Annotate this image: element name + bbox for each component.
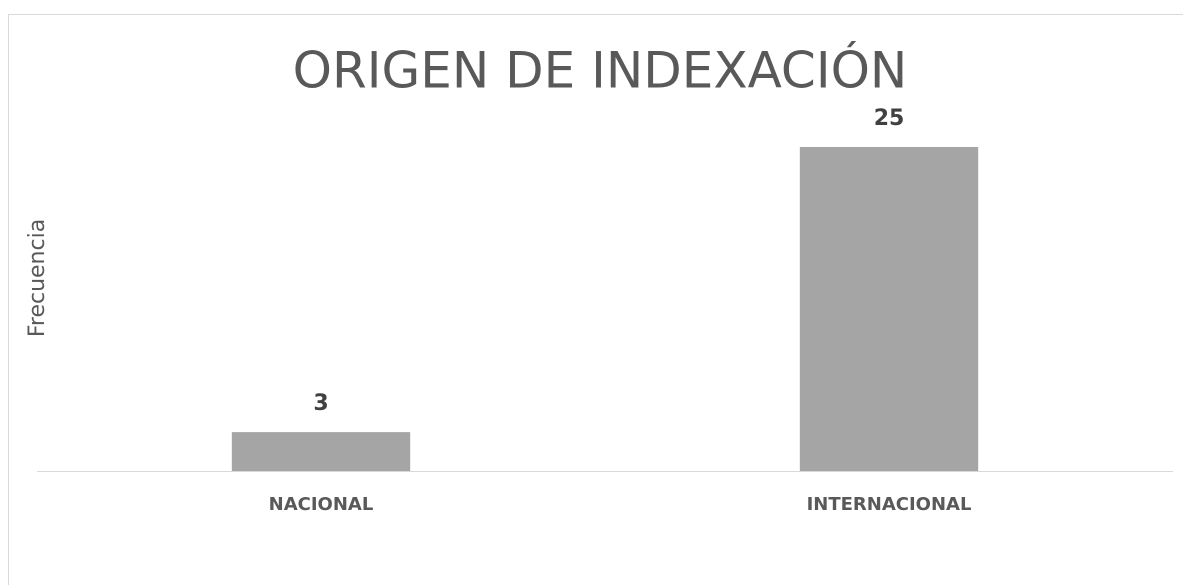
bar — [231, 432, 411, 471]
bar — [799, 147, 979, 471]
x-tick-label: INTERNACIONAL — [807, 494, 972, 515]
x-tick-label: NACIONAL — [269, 494, 374, 515]
data-label: 3 — [313, 391, 328, 416]
y-axis-label: Frecuencia — [25, 219, 50, 337]
chart-frame — [8, 14, 1183, 585]
data-label: 25 — [874, 106, 905, 131]
chart-title: ORIGEN DE INDEXACIÓN — [293, 41, 908, 100]
